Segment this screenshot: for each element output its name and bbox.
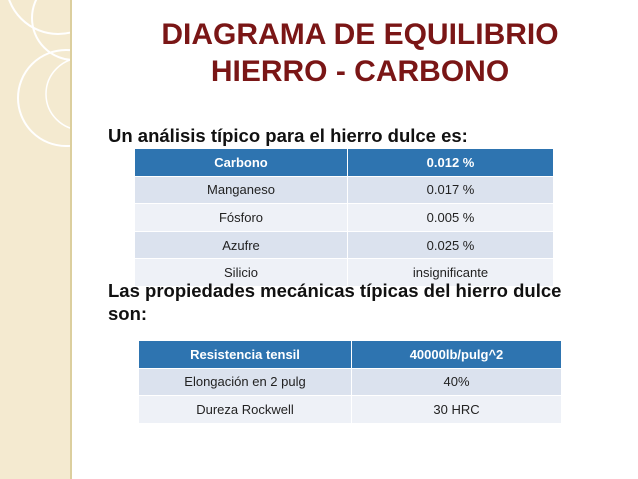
value-cell: 0.025 % [347, 230, 554, 260]
decorative-side-strip [0, 0, 72, 479]
value-cell: 40000lb/pulg^2 [351, 340, 562, 369]
table-row: Fósforo 0.005 % [134, 203, 554, 232]
slide-title: DIAGRAMA DE EQUILIBRIO HIERRO - CARBONO [90, 16, 630, 90]
composition-table: Carbono 0.012 % Manganeso 0.017 % Fósfor… [134, 148, 554, 287]
value-cell: 0.005 % [347, 203, 554, 232]
table-row: Resistencia tensil 40000lb/pulg^2 [138, 340, 562, 369]
table-row: Elongación en 2 pulg 40% [138, 367, 562, 397]
table-row: Carbono 0.012 % [134, 148, 554, 177]
element-cell: Carbono [134, 148, 348, 177]
table-row: Manganeso 0.017 % [134, 175, 554, 205]
value-cell: insignificante [347, 258, 554, 287]
table-row: Dureza Rockwell 30 HRC [138, 395, 562, 424]
element-cell: Silicio [134, 258, 348, 287]
element-cell: Fósforo [134, 203, 348, 232]
properties-table: Resistencia tensil 40000lb/pulg^2 Elonga… [138, 340, 562, 424]
table-row: Silicio insignificante [134, 258, 554, 287]
intro-text-properties: Las propiedades mecánicas típicas del hi… [108, 280, 562, 324]
value-cell: 0.017 % [347, 175, 554, 205]
title-line-2: HIERRO - CARBONO [210, 55, 510, 88]
title-line-1: DIAGRAMA DE EQUILIBRIO [161, 18, 559, 51]
property-cell: Dureza Rockwell [138, 395, 352, 424]
decorative-rings [8, 0, 70, 147]
element-cell: Azufre [134, 230, 348, 260]
element-cell: Manganeso [134, 175, 348, 205]
value-cell: 0.012 % [347, 148, 554, 177]
property-cell: Resistencia tensil [138, 340, 352, 369]
value-cell: 40% [351, 367, 562, 397]
table-row: Azufre 0.025 % [134, 230, 554, 260]
property-cell: Elongación en 2 pulg [138, 367, 352, 397]
intro-text-composition: Un análisis típico para el hierro dulce … [108, 125, 468, 146]
value-cell: 30 HRC [351, 395, 562, 424]
